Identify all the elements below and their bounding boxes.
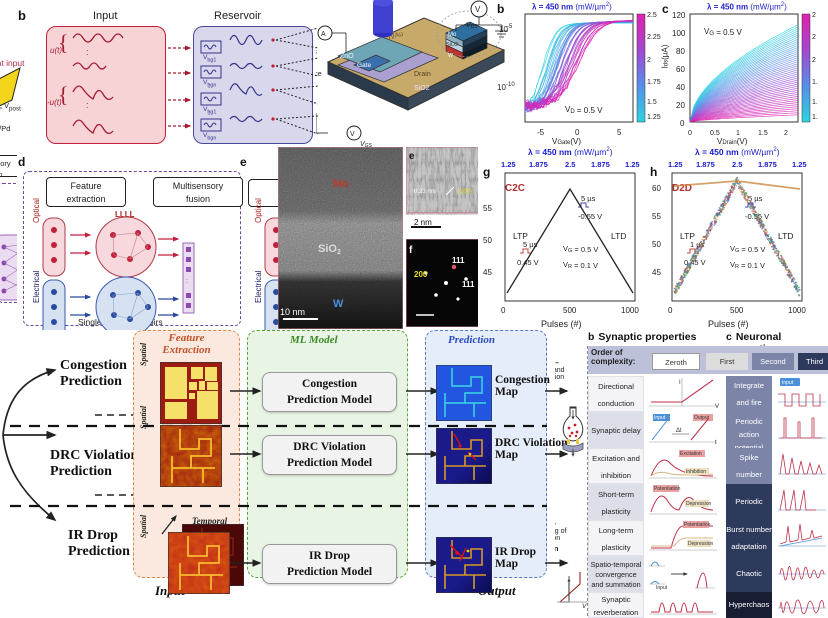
svg-text:Drain: Drain: [414, 71, 431, 78]
svg-text:5 µs: 5 µs: [581, 194, 596, 203]
svg-text:0: 0: [501, 306, 506, 315]
svg-text:{: {: [58, 82, 69, 107]
svg-text::: :: [186, 278, 188, 285]
svg-text:0: 0: [575, 128, 580, 137]
svg-text:60: 60: [652, 184, 661, 193]
svg-text:20: 20: [676, 101, 685, 110]
svg-text:2 nm: 2 nm: [414, 218, 432, 227]
svg-text:V: V: [350, 131, 355, 138]
svg-text:W: W: [448, 53, 454, 59]
svg-text:{: {: [58, 30, 69, 55]
svg-text:Depression: Depression: [688, 541, 714, 547]
svg-text:A: A: [321, 31, 326, 38]
svg-text:111: 111: [452, 256, 465, 265]
svg-text:Δt: Δt: [676, 428, 682, 434]
svg-text:500: 500: [563, 306, 577, 315]
svg-text:V: V: [475, 5, 481, 14]
svg-text:Excitation: Excitation: [680, 451, 702, 457]
svg-text:200: 200: [414, 270, 428, 279]
svg-text:SiO2: SiO2: [414, 85, 430, 92]
svg-text:VDS: VDS: [466, 22, 478, 30]
svg-text:45: 45: [483, 268, 492, 277]
svg-text:Pulses (#): Pulses (#): [708, 319, 749, 329]
svg-text:-10: -10: [506, 82, 515, 88]
svg-text:55: 55: [483, 204, 492, 213]
svg-text:LTD: LTD: [778, 231, 793, 241]
svg-text:0: 0: [680, 119, 685, 128]
svg-text:0.23 nm: 0.23 nm: [414, 189, 436, 195]
svg-text:-5: -5: [507, 24, 513, 30]
svg-text:111: 111: [462, 280, 475, 289]
svg-text:-5: -5: [537, 128, 545, 137]
svg-text::: :: [86, 100, 89, 110]
svg-text:2: 2: [784, 130, 788, 137]
svg-text:Pulses (#): Pulses (#): [541, 319, 582, 329]
svg-text:0: 0: [688, 130, 692, 137]
svg-text:ZnO: ZnO: [340, 53, 354, 60]
svg-text:W: W: [333, 298, 344, 310]
svg-text:Depression: Depression: [686, 501, 712, 507]
svg-text:Input: Input: [656, 585, 668, 591]
svg-text:50: 50: [483, 236, 492, 245]
svg-text:1000: 1000: [621, 306, 639, 315]
svg-text:Gate: Gate: [357, 62, 371, 69]
svg-text:Inhibition: Inhibition: [686, 469, 706, 475]
svg-text:t: t: [715, 440, 717, 446]
svg-text:I: I: [679, 380, 681, 386]
svg-text:urce: urce: [316, 71, 322, 78]
svg-text:(200): (200): [458, 189, 472, 195]
svg-text:Mo: Mo: [448, 32, 457, 38]
svg-text:120: 120: [672, 12, 686, 20]
svg-text:60: 60: [676, 65, 685, 74]
svg-text:1: 1: [736, 130, 740, 137]
svg-text:Potentiation: Potentiation: [684, 522, 711, 528]
svg-text:50: 50: [652, 240, 661, 249]
svg-text:45: 45: [652, 268, 661, 277]
svg-text:V: V: [582, 603, 587, 610]
svg-text:55: 55: [652, 212, 661, 221]
svg-text:0: 0: [668, 306, 673, 315]
svg-text:500: 500: [730, 306, 744, 315]
svg-text:80: 80: [676, 47, 685, 56]
svg-text:IDS: IDS: [316, 48, 318, 56]
svg-text:5 µs: 5 µs: [523, 240, 538, 249]
svg-text:Potentiation: Potentiation: [654, 486, 681, 492]
svg-text::: :: [86, 47, 89, 57]
svg-text:1.5: 1.5: [758, 130, 768, 137]
svg-text:e: e: [409, 151, 415, 162]
svg-text:10 nm: 10 nm: [280, 307, 305, 317]
svg-text:Input: Input: [782, 380, 794, 386]
svg-text:C2C: C2C: [505, 183, 525, 194]
svg-text:5: 5: [617, 128, 622, 137]
svg-text:V: V: [715, 404, 719, 410]
svg-text:1000: 1000: [788, 306, 806, 315]
svg-text:0.5: 0.5: [710, 130, 720, 137]
svg-text:Mo: Mo: [333, 178, 349, 190]
svg-text:LTD: LTD: [611, 231, 626, 241]
svg-text:100: 100: [672, 29, 686, 38]
svg-text:Input: Input: [654, 415, 666, 421]
svg-text:40: 40: [676, 83, 685, 92]
svg-text:-0.55 V: -0.55 V: [578, 212, 602, 221]
